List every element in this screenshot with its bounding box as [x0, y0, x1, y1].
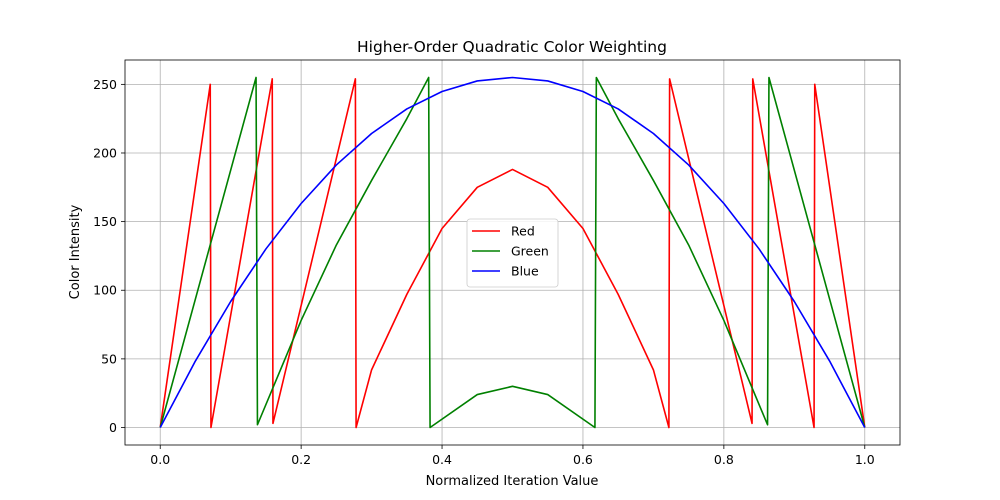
y-tick-label: 250: [93, 77, 117, 92]
x-tick-label: 1.0: [855, 452, 875, 467]
y-tick-label: 100: [93, 283, 117, 298]
legend: Red Green Blue: [466, 218, 559, 288]
legend-label-green: Green: [511, 244, 549, 259]
x-tick-label: 0.8: [714, 452, 734, 467]
x-tick-label: 0.6: [573, 452, 593, 467]
y-axis-label: Color Intensity: [68, 204, 83, 299]
chart-title: Higher-Order Quadratic Color Weighting: [357, 38, 667, 56]
x-axis-label: Normalized Iteration Value: [426, 474, 599, 489]
y-tick-label: 50: [101, 351, 117, 366]
x-tick-label: 0.4: [432, 452, 452, 467]
y-tick-label: 0: [109, 420, 117, 435]
legend-label-blue: Blue: [511, 264, 539, 279]
y-tick-label: 200: [93, 145, 117, 160]
legend-box: [466, 218, 559, 288]
plot-frame: [124, 59, 901, 446]
series-line-red: [159, 78, 866, 429]
x-tick-label: 0.0: [150, 452, 170, 467]
series-group: [159, 76, 866, 429]
series-line-blue: [159, 76, 866, 428]
series-line-green: [159, 76, 866, 429]
y-tick-label: 150: [93, 214, 117, 229]
ticks: 0.0 0.2 0.4 0.6 0.8 1.0 0 50 100 150 200 250: [93, 77, 875, 467]
legend-label-red: Red: [511, 224, 535, 239]
x-tick-label: 0.2: [291, 452, 311, 467]
